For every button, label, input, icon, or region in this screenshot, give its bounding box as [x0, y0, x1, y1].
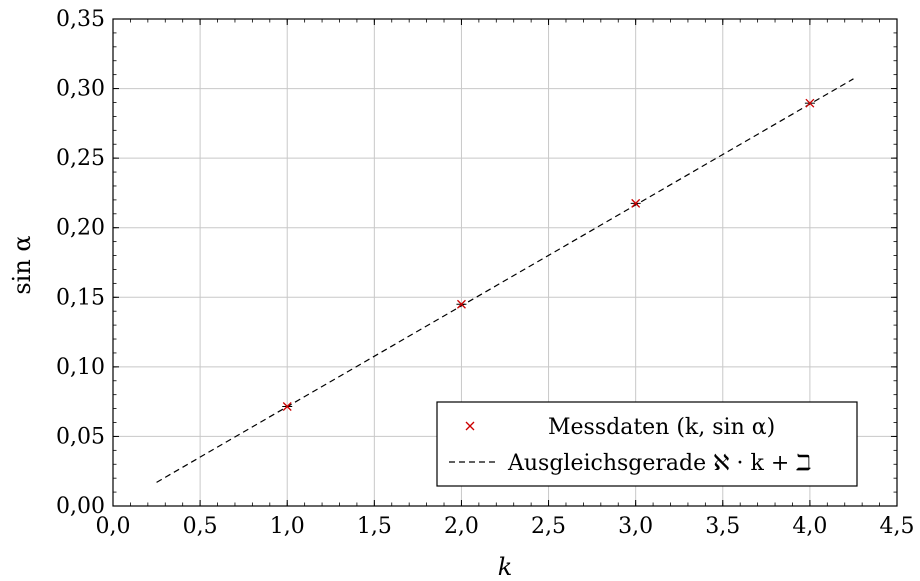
y-tick-label: 0,35 [56, 7, 105, 32]
ticks [112, 18, 898, 507]
x-tick-label: 2,0 [444, 514, 479, 539]
y-tick-label: 0,25 [56, 146, 105, 171]
fit-line [156, 78, 854, 483]
data-point [282, 402, 292, 411]
legend: Messdaten (k, sin α) Ausgleichsgerade ℵ … [436, 401, 858, 487]
grid [113, 19, 897, 506]
legend-label-fit-line: Ausgleichsgerade ℵ · k + ℶ [507, 451, 811, 476]
series-layer [156, 78, 854, 483]
legend-label-measurements: Messdaten (k, sin α) [548, 415, 775, 440]
y-tick-label: 0,00 [56, 494, 105, 519]
x-tick-label: 0,0 [96, 514, 131, 539]
data-point [456, 299, 466, 309]
data-point [631, 198, 641, 208]
legend-x-marker [465, 421, 475, 431]
x-tick-label: 0,5 [183, 514, 218, 539]
plot-frame [112, 18, 898, 507]
x-axis-label: k [498, 553, 513, 581]
x-tick-label: 4,0 [792, 514, 827, 539]
y-tick-label: 0,10 [56, 355, 105, 380]
legend-marker-measurements [465, 421, 475, 431]
tick-labels: 0,0 0,5 1,0 1,5 2,0 2,5 3,0 3,5 4,0 4,5 0,00 0,05 0,… [56, 7, 914, 539]
x-tick-label: 3,5 [705, 514, 740, 539]
y-tick-label: 0,20 [56, 216, 105, 241]
x-tick-label: 2,5 [531, 514, 566, 539]
y-tick-label: 0,05 [56, 424, 105, 449]
y-axis-label: sin α [8, 235, 36, 294]
y-tick-label: 0,30 [56, 77, 105, 102]
data-point [805, 98, 815, 108]
legend-box [436, 401, 858, 487]
x-tick-label: 1,0 [270, 514, 305, 539]
x-tick-label: 1,5 [357, 514, 392, 539]
x-tick-label: 4,5 [880, 514, 915, 539]
y-tick-label: 0,15 [56, 285, 105, 310]
x-tick-label: 3,0 [618, 514, 653, 539]
